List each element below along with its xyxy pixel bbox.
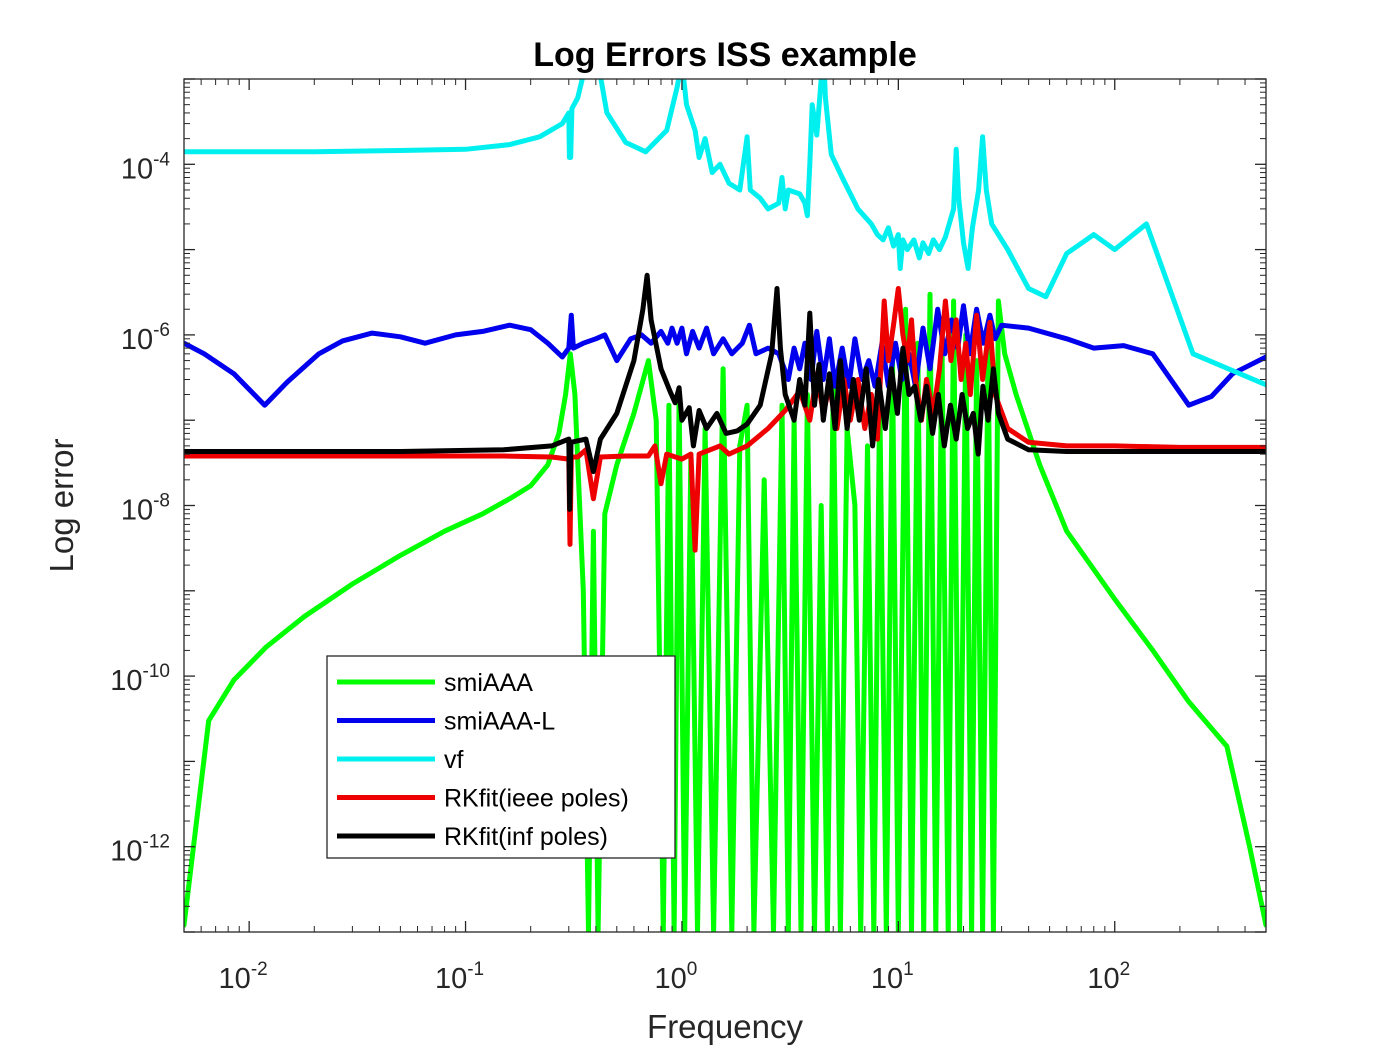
legend-label: RKfit(ieee poles) bbox=[444, 785, 629, 813]
x-tick-label: 10-1 bbox=[435, 959, 484, 995]
legend-label: smiAAA-L bbox=[444, 708, 555, 736]
x-tick-label: 10-2 bbox=[219, 959, 268, 995]
y-tick-label: 10-10 bbox=[110, 661, 170, 697]
y-axis-label: Log error bbox=[43, 439, 80, 573]
y-tick-label: 10-6 bbox=[121, 320, 170, 356]
legend-label: RKfit(inf poles) bbox=[444, 823, 608, 851]
series-layer bbox=[184, 79, 1266, 932]
x-axis-ticks: 10-2 10-1 100 101 102 bbox=[183, 79, 1267, 995]
y-tick-label: 10-4 bbox=[121, 149, 171, 185]
x-tick-label: 102 bbox=[1087, 959, 1130, 995]
series-line-rkfit-ieee-poles bbox=[184, 286, 1266, 553]
x-tick-label: 101 bbox=[871, 959, 914, 995]
y-tick-label: 10-8 bbox=[121, 491, 170, 527]
y-axis-ticks: 10-4 10-6 10-8 10-10 10-12 bbox=[110, 78, 1266, 933]
x-axis-label: Frequency bbox=[647, 1008, 803, 1045]
x-tick-label: 100 bbox=[655, 959, 698, 995]
chart-title: Log Errors ISS example bbox=[533, 36, 917, 74]
legend-label: vf bbox=[444, 746, 464, 774]
series-line-vf bbox=[184, 79, 1266, 388]
y-tick-label: 10-12 bbox=[110, 832, 170, 868]
legend: smiAAA smiAAA-L vf RKfit(ieee poles) RKfit(i… bbox=[326, 655, 676, 859]
legend-label: smiAAA bbox=[444, 669, 533, 697]
series-line-rkfit-inf-poles bbox=[184, 272, 1266, 512]
